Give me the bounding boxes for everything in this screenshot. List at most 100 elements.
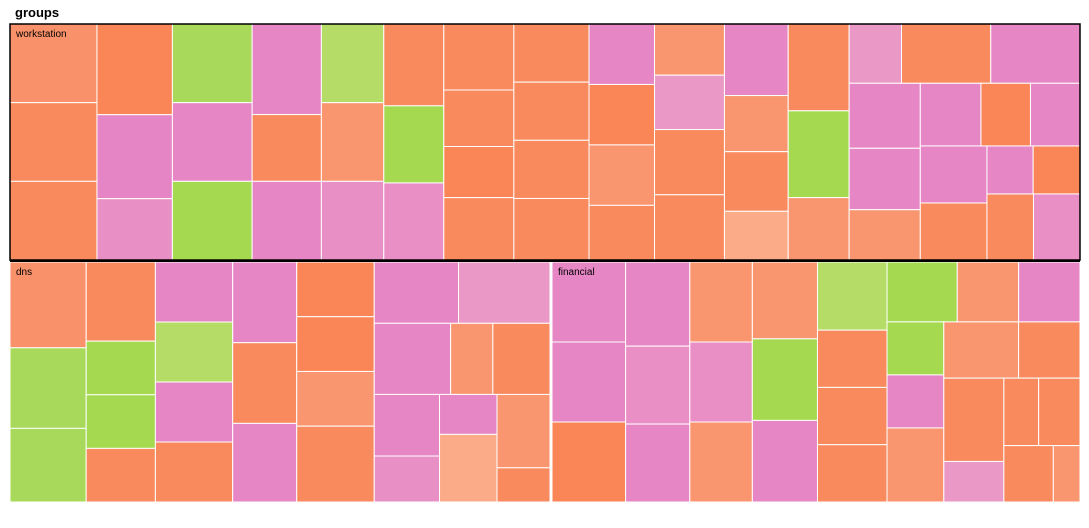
treemap-cell[interactable] [171, 180, 253, 261]
treemap-cell[interactable] [513, 197, 590, 261]
treemap-cell[interactable] [458, 261, 551, 324]
treemap-cell[interactable] [320, 102, 385, 182]
treemap-cell[interactable] [1052, 445, 1081, 503]
treemap-cell[interactable] [9, 102, 98, 182]
treemap-cell[interactable] [1032, 193, 1081, 261]
treemap-cell[interactable] [296, 370, 375, 427]
treemap-cell[interactable] [990, 23, 1081, 84]
treemap-cell[interactable] [443, 23, 515, 91]
treemap-cell[interactable] [85, 447, 156, 503]
treemap-cell[interactable] [383, 105, 445, 184]
treemap-cell[interactable] [551, 261, 627, 343]
treemap-cell[interactable] [296, 425, 375, 503]
treemap-cell[interactable] [383, 23, 445, 107]
treemap-cell[interactable] [1003, 445, 1054, 503]
treemap-cell[interactable] [986, 145, 1034, 195]
treemap-cell[interactable] [588, 83, 656, 146]
treemap-cell[interactable] [588, 23, 656, 85]
treemap-cell[interactable] [496, 467, 551, 503]
treemap-cell[interactable] [296, 316, 375, 372]
treemap-cell[interactable] [154, 261, 234, 323]
treemap-cell[interactable] [751, 338, 818, 421]
treemap-cell[interactable] [723, 151, 789, 212]
treemap-cell[interactable] [689, 261, 753, 343]
treemap-cell[interactable] [373, 455, 441, 503]
treemap-cell[interactable] [956, 261, 1020, 323]
treemap-cell[interactable] [848, 209, 921, 261]
treemap-cell[interactable] [943, 377, 1005, 462]
treemap-cell[interactable] [513, 23, 590, 83]
treemap-cell[interactable] [588, 204, 656, 261]
treemap-cell[interactable] [251, 180, 322, 261]
treemap-cell[interactable] [1029, 82, 1081, 147]
treemap-cell[interactable] [96, 198, 173, 261]
treemap-cell[interactable] [654, 194, 725, 261]
treemap-cell[interactable] [816, 386, 888, 446]
treemap-cell[interactable] [9, 347, 87, 429]
treemap-cell[interactable] [886, 261, 958, 323]
treemap-cell[interactable] [232, 261, 298, 344]
treemap-cell[interactable] [625, 261, 691, 347]
treemap-cell[interactable] [85, 394, 156, 449]
treemap-cell[interactable] [723, 23, 789, 97]
treemap-cell[interactable] [919, 82, 982, 147]
treemap-cell[interactable] [986, 193, 1034, 261]
treemap-cell[interactable] [919, 145, 988, 204]
treemap-cell[interactable] [848, 147, 921, 211]
treemap-cell[interactable] [232, 422, 298, 503]
treemap-cell[interactable] [171, 23, 253, 104]
treemap-cell[interactable] [654, 23, 725, 76]
treemap-cell[interactable] [9, 180, 98, 261]
treemap-cell[interactable] [848, 82, 921, 149]
treemap-cell[interactable] [85, 340, 156, 396]
treemap-cell[interactable] [383, 182, 445, 261]
treemap-cell[interactable] [513, 81, 590, 141]
treemap-cell[interactable] [439, 393, 498, 435]
treemap-cell[interactable] [373, 393, 441, 457]
treemap-cell[interactable] [689, 341, 753, 423]
treemap-cell[interactable] [588, 144, 656, 206]
treemap-cell[interactable] [154, 381, 234, 443]
treemap-cell[interactable] [901, 23, 992, 84]
treemap-cell[interactable] [886, 321, 945, 376]
treemap-cell[interactable] [251, 114, 322, 182]
treemap-cell[interactable] [551, 341, 627, 423]
treemap-cell[interactable] [232, 342, 298, 424]
treemap-cell[interactable] [751, 261, 818, 340]
treemap-cell[interactable] [96, 114, 173, 200]
treemap-cell[interactable] [919, 202, 988, 261]
treemap-cell[interactable] [1032, 145, 1081, 195]
treemap-cell[interactable] [320, 23, 385, 104]
treemap-cell[interactable] [654, 129, 725, 196]
treemap-cell[interactable] [496, 393, 551, 469]
treemap-cell[interactable] [96, 23, 173, 116]
treemap-cell[interactable] [373, 322, 452, 395]
treemap-cell[interactable] [943, 460, 1005, 503]
treemap-cell[interactable] [1003, 377, 1040, 447]
treemap-cell[interactable] [443, 146, 515, 199]
treemap-cell[interactable] [154, 321, 234, 383]
treemap-cell[interactable] [787, 110, 850, 199]
treemap-cell[interactable] [296, 261, 375, 318]
treemap-cell[interactable] [689, 421, 753, 503]
treemap-cell[interactable] [171, 102, 253, 182]
treemap-cell[interactable] [320, 180, 385, 261]
treemap-cell[interactable] [443, 89, 515, 148]
treemap-cell[interactable] [492, 322, 551, 395]
treemap-cell[interactable] [513, 139, 590, 199]
treemap-cell[interactable] [816, 261, 888, 331]
treemap-cell[interactable] [751, 419, 818, 503]
treemap-cell[interactable] [625, 423, 691, 503]
treemap-cell[interactable] [450, 322, 494, 395]
treemap-cell[interactable] [85, 261, 156, 342]
treemap-cell[interactable] [886, 427, 945, 503]
treemap-cell[interactable] [723, 95, 789, 153]
treemap-cell[interactable] [443, 197, 515, 261]
treemap-cell[interactable] [980, 82, 1031, 147]
treemap-cell[interactable] [848, 23, 903, 84]
treemap-cell[interactable] [816, 444, 888, 503]
treemap-cell[interactable] [625, 345, 691, 425]
treemap-cell[interactable] [886, 374, 945, 429]
treemap-cell[interactable] [439, 433, 498, 503]
treemap-cell[interactable] [1018, 261, 1081, 323]
